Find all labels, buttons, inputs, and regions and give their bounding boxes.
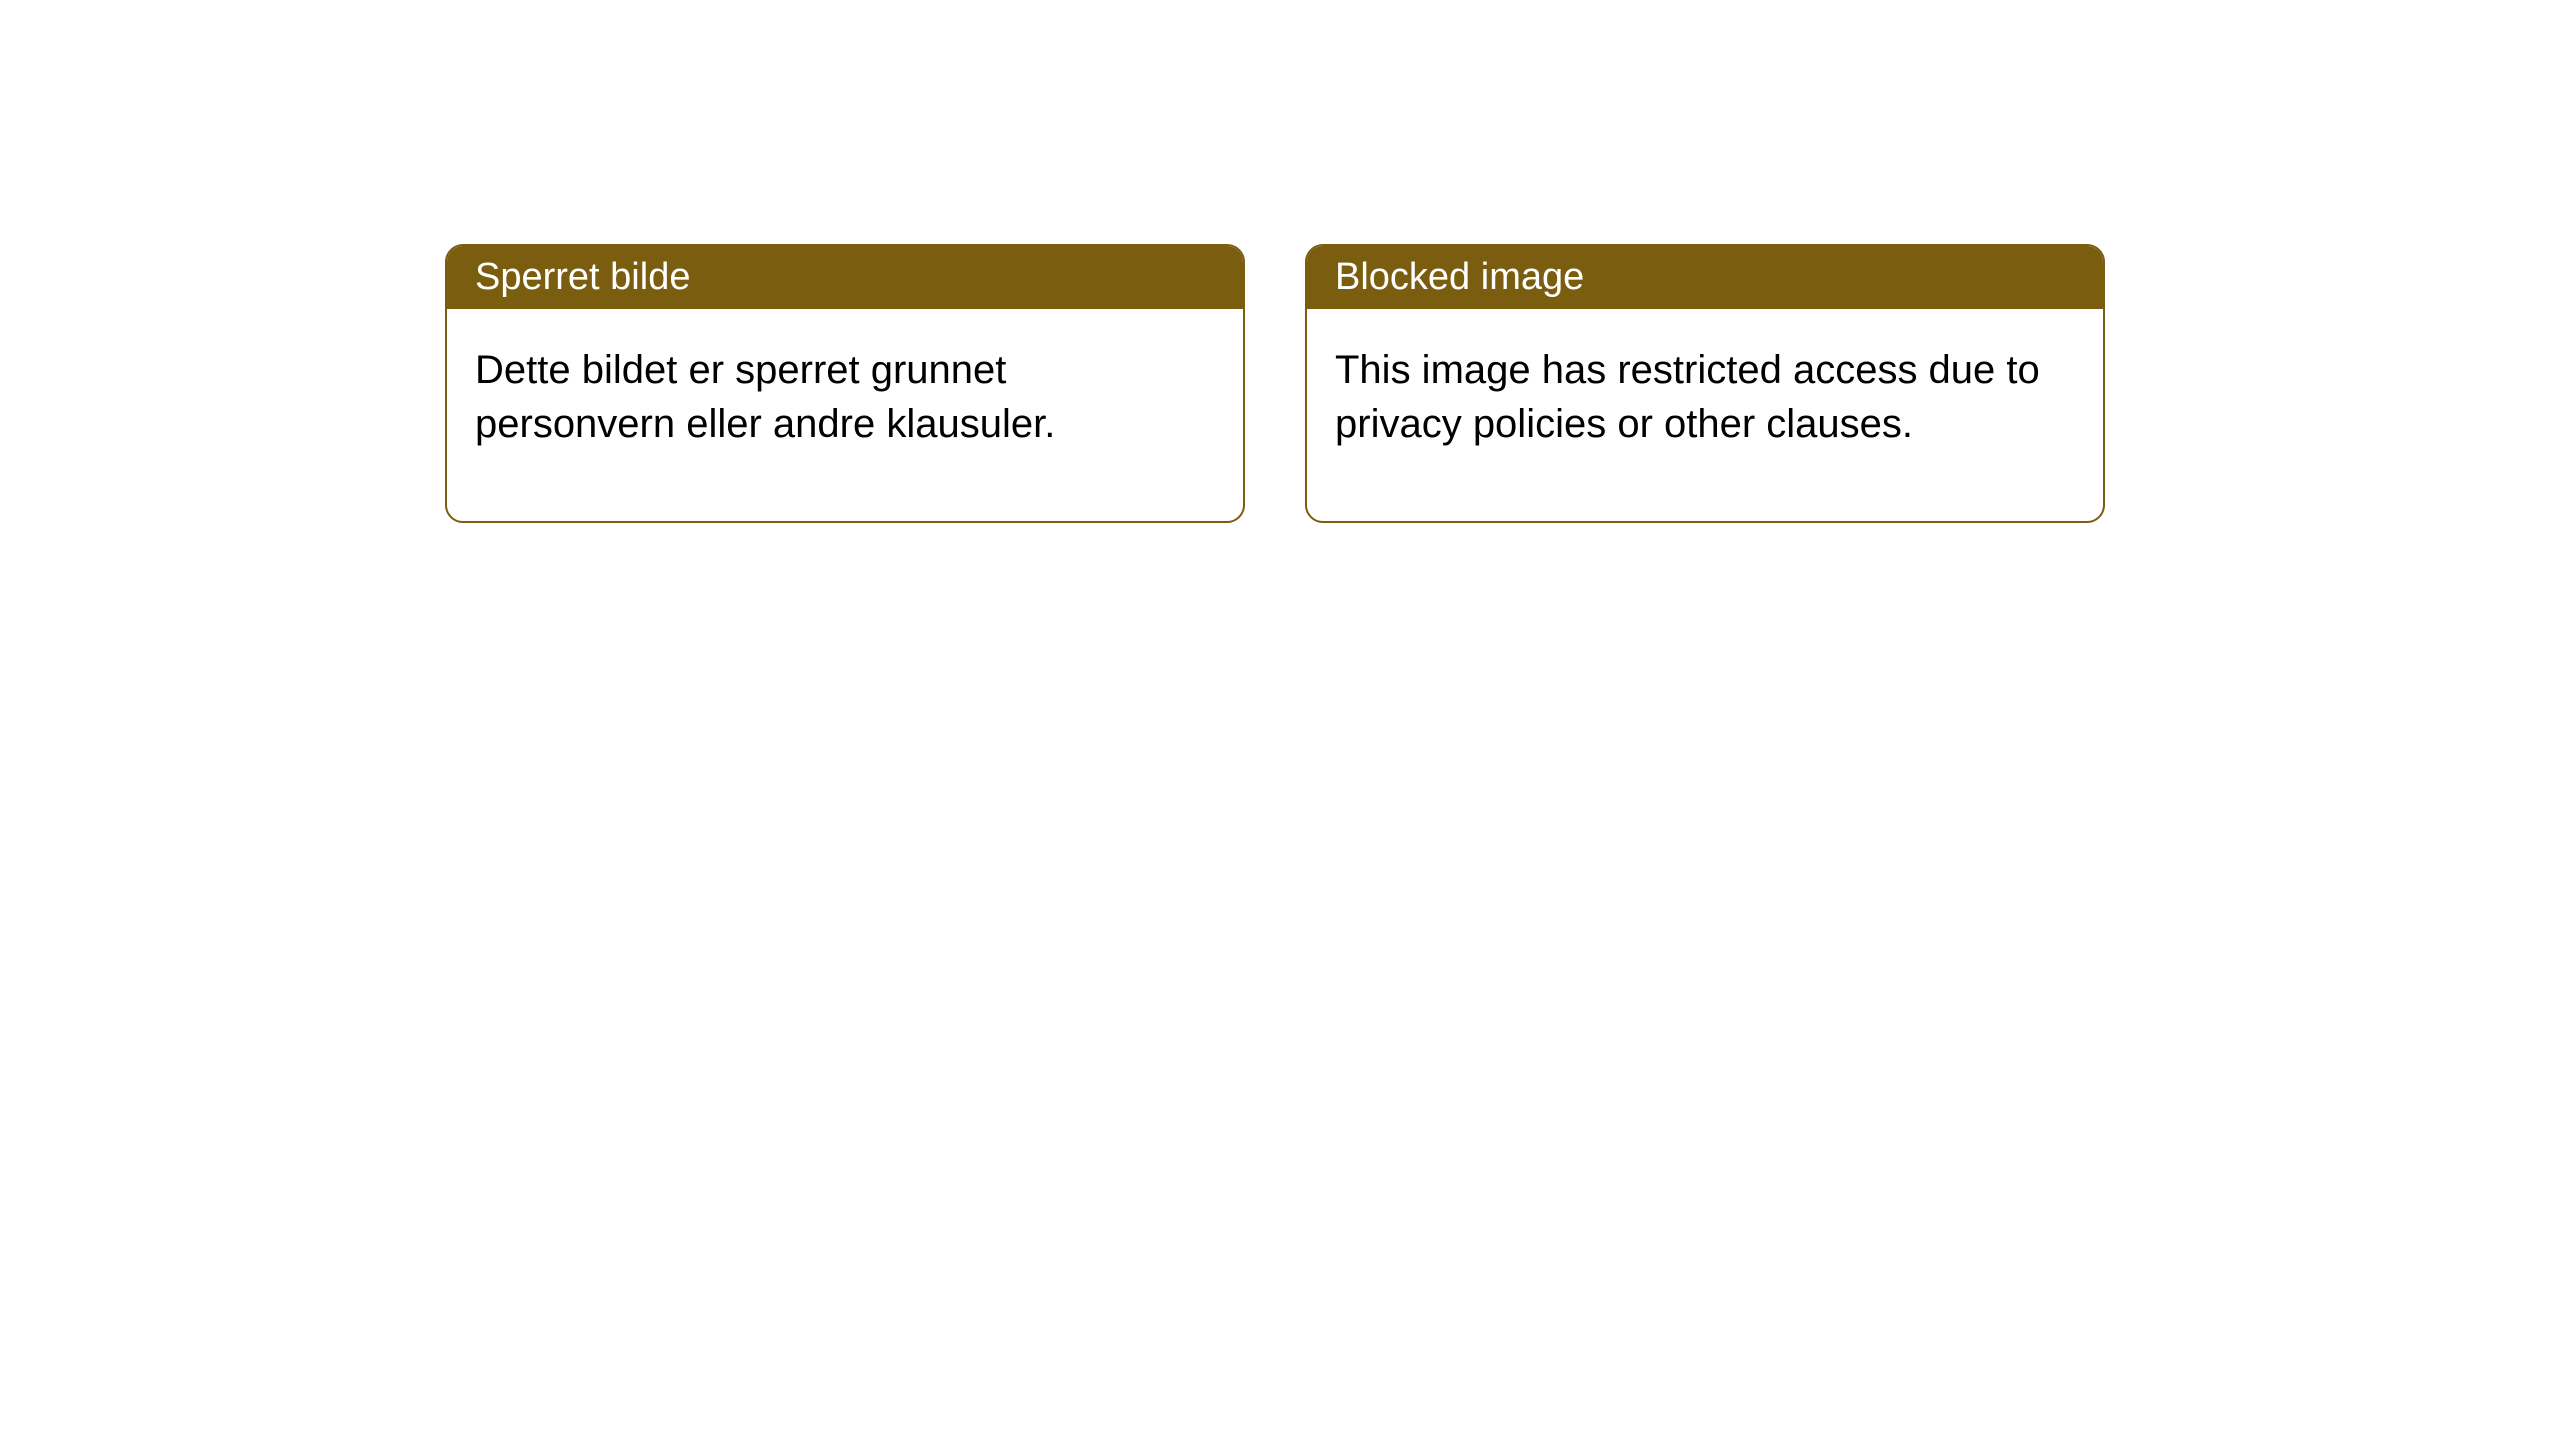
cards-container: Sperret bilde Dette bildet er sperret gr… (445, 244, 2105, 523)
card-header-english: Blocked image (1307, 246, 2103, 309)
card-body-english: This image has restricted access due to … (1307, 309, 2103, 521)
card-norwegian: Sperret bilde Dette bildet er sperret gr… (445, 244, 1245, 523)
card-body-norwegian: Dette bildet er sperret grunnet personve… (447, 309, 1243, 521)
card-english: Blocked image This image has restricted … (1305, 244, 2105, 523)
card-header-norwegian: Sperret bilde (447, 246, 1243, 309)
